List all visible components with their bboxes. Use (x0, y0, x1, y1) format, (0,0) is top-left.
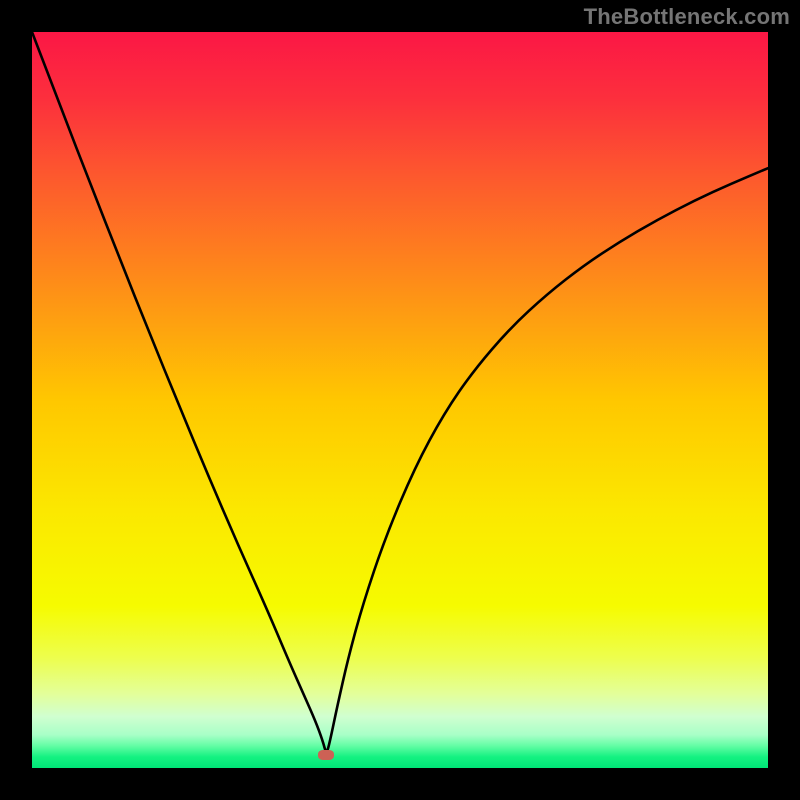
minimum-marker (318, 750, 334, 760)
chart-frame: TheBottleneck.com (0, 0, 800, 800)
watermark-text: TheBottleneck.com (584, 4, 790, 30)
bottleneck-curve (32, 32, 768, 768)
plot-area (32, 32, 768, 768)
